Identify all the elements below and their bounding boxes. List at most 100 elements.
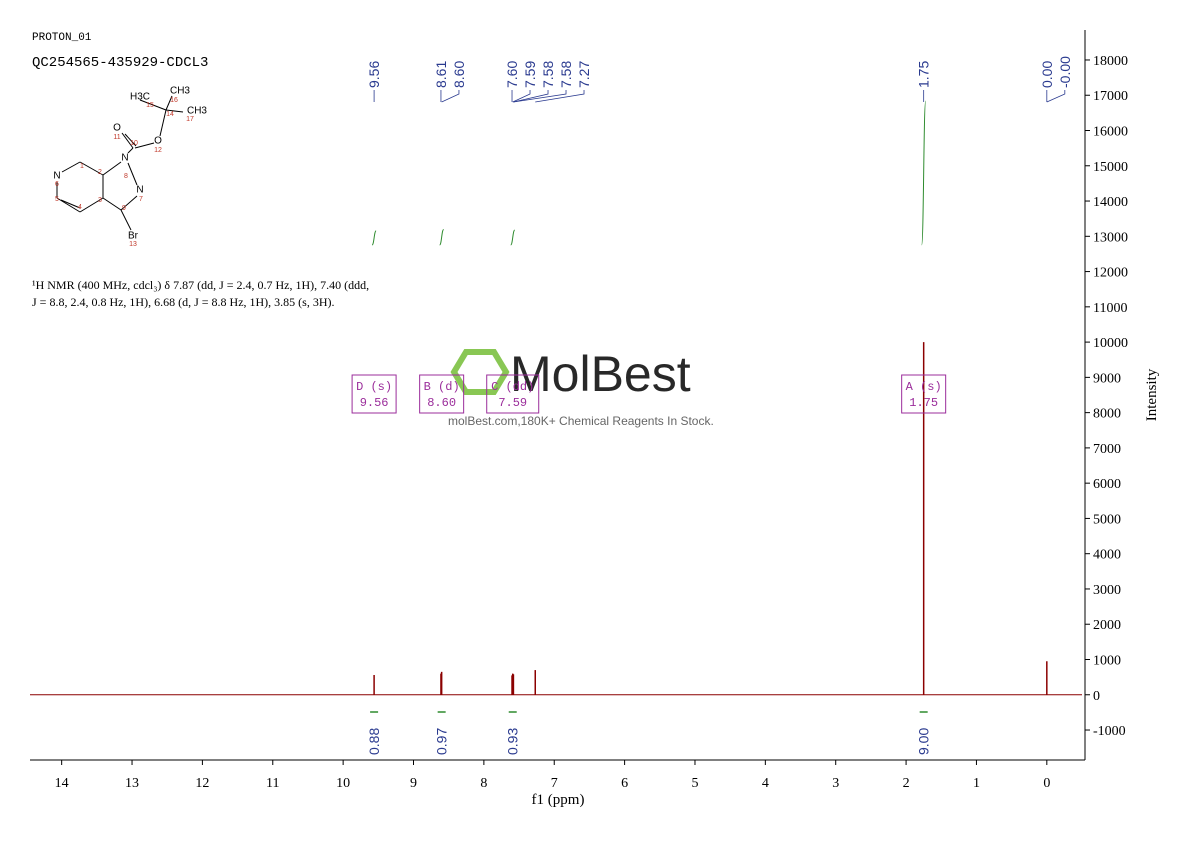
multiplet-label: A (s): [906, 380, 942, 394]
y-tick-label: 15000: [1093, 160, 1128, 175]
peak-label: 7.27: [576, 61, 592, 88]
multiplet-box: [486, 374, 540, 414]
atom-number: 7: [139, 196, 143, 203]
multiplet-box: [351, 374, 397, 414]
atom-number: 12: [154, 147, 162, 154]
x-tick-label: 7: [551, 776, 558, 791]
atom-label: O: [113, 123, 121, 134]
y-tick-label: 8000: [1093, 407, 1121, 422]
y-tick-label: 11000: [1093, 301, 1127, 316]
peak-label: 7.58: [558, 61, 574, 88]
x-tick-label: 10: [336, 776, 350, 791]
atom-number: 16: [170, 97, 178, 104]
multiplet-box: [901, 374, 947, 414]
atom-number: 8: [124, 173, 128, 180]
atom-label: O: [154, 136, 162, 147]
multiplet-shift: 1.75: [909, 396, 938, 410]
multiplet-label: B (d): [424, 380, 460, 394]
atom-number: 17: [186, 116, 194, 123]
integral-label: 0.88: [366, 728, 382, 755]
integral-curve: [921, 100, 927, 246]
x-tick-label: 5: [691, 776, 698, 791]
x-tick-label: 13: [125, 776, 139, 791]
x-tick-label: 12: [195, 776, 209, 791]
molecule: H3C CH3 CH3 O O N N N Br 1 2 3 4 5 6 7 8…: [53, 86, 207, 248]
peak-label: 7.59: [522, 61, 538, 88]
multiplet-shift: 8.60: [427, 396, 456, 410]
x-tick-label: 0: [1043, 776, 1050, 791]
sample-name: QC254565-435929-CDCL3: [32, 55, 208, 71]
atom-label: N: [136, 185, 143, 196]
y-tick-label: 10000: [1093, 336, 1128, 351]
peak-label: 8.60: [451, 61, 467, 88]
multiplet-label: D (s): [356, 380, 392, 394]
peak-label: 7.58: [540, 61, 556, 88]
atom-number: 15: [146, 102, 154, 109]
multiplet-box: [419, 374, 465, 414]
plot: 14 13 12 11 10 9 8 7 6 5 4 3 2 1 0-1000010002000300040…: [30, 30, 1160, 808]
atom-number: 10: [130, 140, 138, 147]
x-tick-label: 4: [762, 776, 769, 791]
atom-label: Br: [128, 231, 139, 242]
integral-label: 0.97: [434, 728, 450, 755]
atom-number: 14: [166, 111, 174, 118]
atom-number: 5: [55, 196, 59, 203]
x-tick-label: 9: [410, 776, 417, 791]
peak-label: 8.61: [433, 61, 449, 88]
y-tick-label: 0: [1093, 689, 1100, 704]
y-axis-label: Intensity: [1144, 368, 1160, 421]
atom-number: 1: [80, 163, 84, 170]
x-tick-label: 3: [832, 776, 839, 791]
y-tick-label: 4000: [1093, 548, 1121, 563]
y-tick-label: 7000: [1093, 442, 1121, 457]
atom-label: N: [53, 171, 60, 182]
peak-label: 7.60: [504, 61, 520, 88]
multiplet-shift: 7.59: [498, 396, 527, 410]
peak-label: -0.00: [1057, 56, 1073, 88]
integral-label: 9.00: [916, 728, 932, 755]
peak-label-connector: [1046, 90, 1066, 103]
integral-curve: [439, 228, 445, 246]
atom-number: 2: [98, 169, 102, 176]
x-tick-label: 8: [480, 776, 487, 791]
peak-label-connector: [512, 90, 531, 103]
x-tick-label: 11: [266, 776, 279, 791]
atom-number: 13: [129, 241, 137, 248]
watermark-tagline: molBest.com,180K+ Chemical Reagents In S…: [448, 414, 714, 428]
y-tick-label: 6000: [1093, 477, 1121, 492]
description-line: ¹H NMR (400 MHz, cdcl₃) δ 7.87 (dd, J = …: [32, 278, 369, 292]
atom-number: 3: [98, 197, 102, 204]
atom-number: 9: [122, 205, 126, 212]
y-tick-label: 13000: [1093, 230, 1128, 245]
peak-label-connector: [513, 90, 567, 103]
y-tick-label: 1000: [1093, 653, 1121, 668]
x-tick-label: 14: [55, 776, 69, 791]
peak-label: 1.75: [916, 61, 932, 88]
description-line: J = 8.8, 2.4, 0.8 Hz, 1H), 6.68 (d, J = …: [32, 295, 335, 309]
peak-label: 9.56: [366, 61, 382, 88]
integral-curve: [371, 230, 377, 246]
atom-label: H3C: [130, 92, 150, 103]
y-tick-label: 9000: [1093, 371, 1121, 386]
peak-label: 0.00: [1039, 61, 1055, 88]
y-tick-label: 14000: [1093, 195, 1128, 210]
y-tick-label: 12000: [1093, 266, 1128, 281]
multiplet-shift: 9.56: [360, 396, 389, 410]
peak-label-connector: [513, 90, 549, 103]
y-tick-label: 16000: [1093, 125, 1128, 140]
peak-label-connector: [535, 90, 585, 103]
peak-label-connector: [441, 90, 460, 103]
watermark-brand: MolBest: [510, 346, 691, 402]
x-tick-label: 2: [903, 776, 910, 791]
y-tick-label: 3000: [1093, 583, 1121, 598]
atom-label: CH3: [170, 86, 190, 97]
atom-number: 11: [113, 134, 120, 141]
multiplet-label: C (dd): [491, 380, 534, 394]
atom-number: 4: [78, 204, 82, 211]
experiment-name: PROTON_01: [32, 32, 92, 44]
atom-number: 6: [55, 181, 59, 188]
x-axis-label: f1 (ppm): [532, 792, 585, 808]
integral-curve: [510, 229, 516, 246]
y-tick-label: 5000: [1093, 512, 1121, 527]
